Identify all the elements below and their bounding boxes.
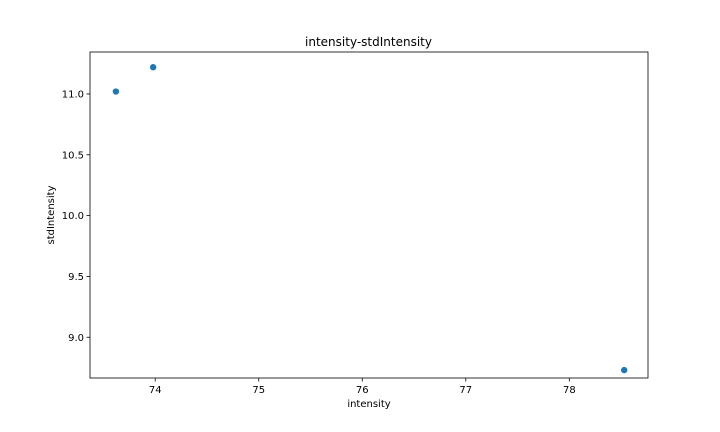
y-tick-label: 10.5	[62, 150, 84, 161]
y-axis-label: stdIntensity	[46, 185, 57, 244]
y-tick-label: 9.0	[68, 333, 84, 344]
data-point	[149, 64, 157, 71]
x-tick-label: 76	[356, 385, 369, 396]
y-axis: 9.0 9.5 10.0 10.5 11.0	[62, 89, 90, 344]
x-tick-label: 77	[459, 385, 472, 396]
chart-title: intensity-stdIntensity	[305, 35, 432, 49]
x-tick-label: 75	[252, 385, 265, 396]
data-point	[112, 88, 120, 95]
data-point	[620, 366, 628, 374]
x-axis: 74 75 76 77 78	[149, 378, 576, 396]
y-tick-label: 10.0	[62, 211, 84, 222]
x-tick-label: 78	[563, 385, 576, 396]
y-tick-label: 9.5	[68, 272, 84, 283]
x-tick-label: 74	[149, 385, 162, 396]
data-points	[112, 64, 628, 374]
x-axis-label: intensity	[347, 399, 390, 410]
plot-frame	[89, 51, 649, 379]
y-tick-label: 11.0	[62, 89, 84, 100]
